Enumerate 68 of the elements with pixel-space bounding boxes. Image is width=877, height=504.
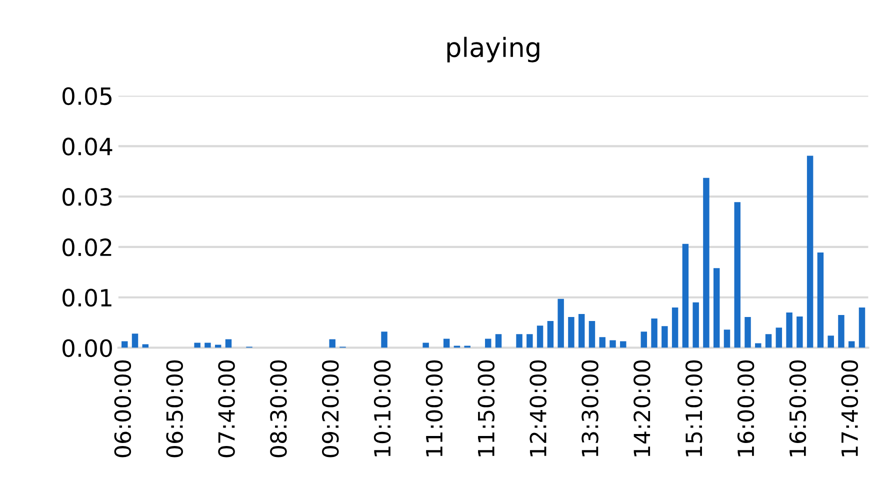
x-tick-label: 15:10:00: [685, 360, 702, 456]
bar: [692, 302, 699, 348]
bar: [817, 252, 824, 348]
bar: [755, 343, 762, 348]
bar: [713, 268, 720, 348]
bar: [194, 342, 200, 348]
bar: [558, 298, 564, 348]
y-tick-label: 0.02: [62, 238, 112, 256]
x-tick-label: 12:40:00: [530, 360, 546, 456]
bar: [672, 307, 678, 348]
x-tick-label: 07:40:00: [218, 360, 235, 458]
x-tick-label: 08:30:00: [270, 360, 287, 458]
x-tick-label: 09:20:00: [322, 360, 339, 458]
x-tick-label: 16:50:00: [789, 360, 806, 456]
bar: [786, 312, 792, 348]
bar: [142, 344, 149, 348]
bar: [640, 332, 648, 348]
chart-title: playing: [447, 36, 540, 62]
bar: [651, 318, 658, 348]
bar: [734, 202, 740, 348]
bar: [214, 344, 222, 348]
y-tick-label: 0.00: [62, 339, 112, 358]
x-tick-label: 10:10:00: [374, 360, 391, 456]
bar: [568, 317, 574, 348]
y-tick-label: 0.05: [62, 87, 112, 106]
bar: [620, 341, 626, 348]
bar: [495, 334, 502, 348]
x-tick-label: 11:50:00: [478, 360, 495, 456]
bar: [848, 341, 855, 348]
bar: [132, 334, 138, 348]
bar: [225, 339, 232, 348]
bar: [806, 156, 814, 348]
bar: [122, 341, 128, 348]
bar: [516, 334, 522, 348]
x-tick-label: 13:30:00: [582, 360, 598, 456]
y-tick-label: 0.01: [62, 288, 112, 307]
bar: [547, 321, 554, 348]
y-tick-label: 0.04: [62, 138, 112, 156]
x-tick-label: 06:00:00: [114, 360, 132, 458]
bar: [381, 332, 388, 348]
bar: [765, 334, 772, 348]
x-tick-label: 14:20:00: [634, 360, 650, 456]
bar: [662, 326, 668, 348]
bar: [776, 328, 782, 348]
bar: [599, 337, 606, 348]
bar: [703, 178, 710, 348]
bar: [610, 340, 616, 348]
x-tick-label: 11:00:00: [426, 360, 443, 456]
y-tick-label: 0.03: [62, 188, 112, 206]
bar: [526, 334, 533, 348]
bar: [828, 336, 834, 348]
x-tick-label: 16:00:00: [737, 360, 754, 456]
bar: [796, 316, 803, 348]
bar: [329, 339, 336, 348]
x-tick-label: 17:40:00: [841, 360, 858, 456]
bar: [485, 338, 492, 348]
bar: [858, 307, 866, 348]
bar: [744, 317, 751, 348]
bar: [578, 314, 585, 348]
bar: [536, 326, 544, 348]
bar: [682, 244, 689, 348]
bar: [443, 338, 450, 348]
bar: [422, 342, 429, 348]
bar: [588, 321, 596, 348]
bar: [724, 330, 730, 348]
bar: [204, 342, 211, 348]
x-tick-label: 06:50:00: [166, 360, 183, 458]
bar: [838, 315, 844, 348]
